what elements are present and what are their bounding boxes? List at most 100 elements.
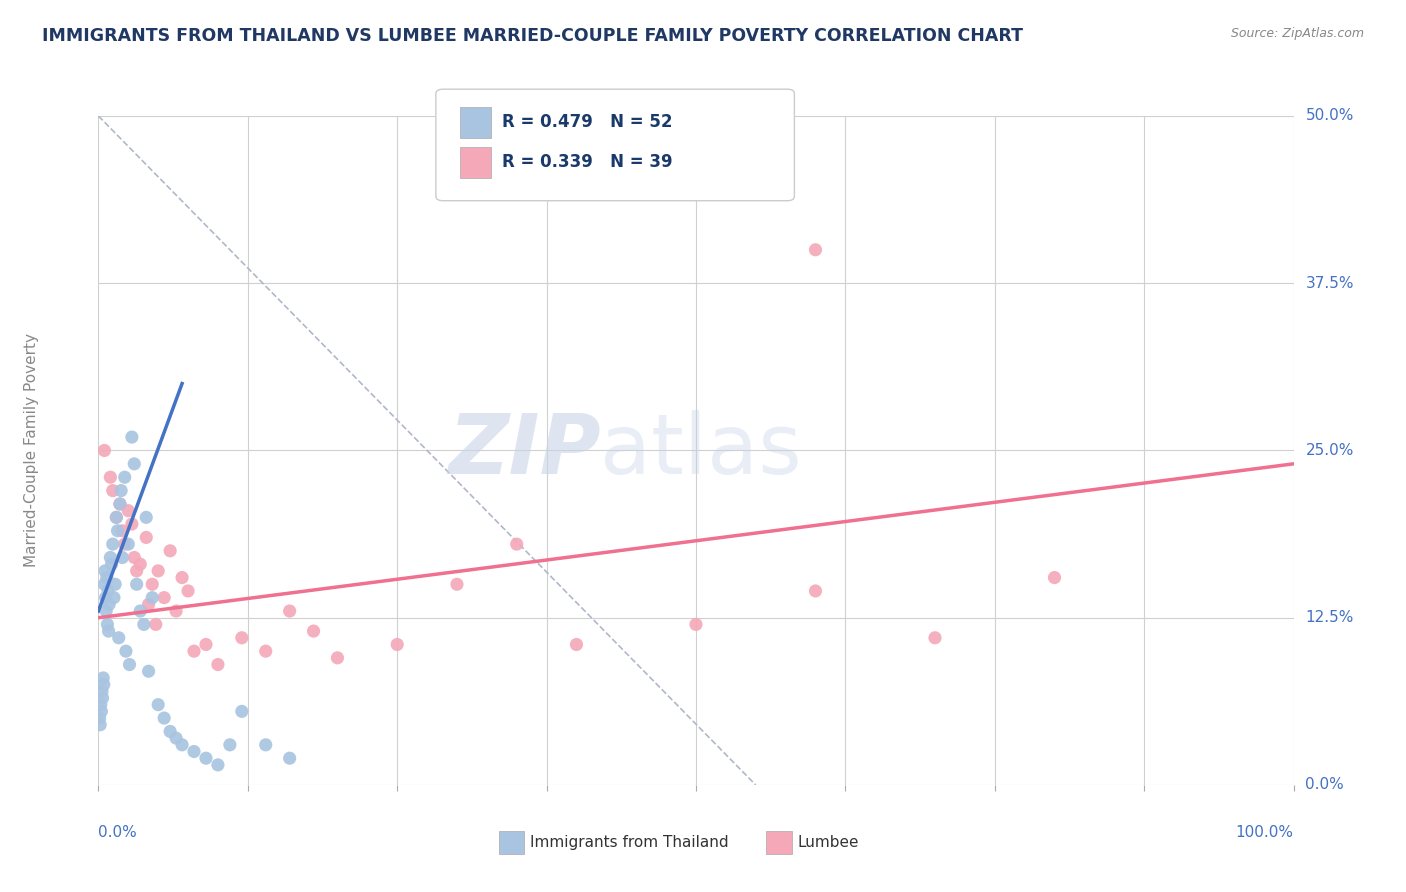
Point <box>159 543 181 558</box>
Point <box>172 571 194 585</box>
Point <box>135 510 157 524</box>
Point <box>94 564 117 578</box>
Point <box>385 637 409 651</box>
Point <box>107 524 129 538</box>
Point <box>98 470 122 484</box>
Point <box>177 583 200 598</box>
Point <box>117 537 139 551</box>
Point <box>90 705 112 719</box>
Point <box>924 631 946 645</box>
Point <box>165 604 187 618</box>
Text: R = 0.479   N = 52: R = 0.479 N = 52 <box>502 113 672 131</box>
Point <box>159 724 181 739</box>
Point <box>124 457 146 471</box>
Point <box>96 617 118 632</box>
Point <box>506 537 529 551</box>
Point <box>91 684 114 698</box>
Point <box>89 717 111 731</box>
Point <box>117 503 139 517</box>
Text: 100.0%: 100.0% <box>1236 825 1294 840</box>
Point <box>302 624 325 639</box>
Point <box>91 690 114 705</box>
Point <box>97 624 120 639</box>
Text: R = 0.339   N = 39: R = 0.339 N = 39 <box>502 153 672 171</box>
Point <box>135 530 157 544</box>
Text: 25.0%: 25.0% <box>1305 443 1354 458</box>
Point <box>804 243 827 257</box>
Point <box>107 631 129 645</box>
Point <box>129 604 152 618</box>
Point <box>93 577 115 591</box>
Point <box>165 731 187 746</box>
Point <box>101 483 124 498</box>
Point <box>207 657 229 672</box>
Point <box>446 577 468 591</box>
Point <box>124 550 146 565</box>
Point <box>121 516 143 531</box>
Point <box>97 583 120 598</box>
Point <box>108 497 131 511</box>
Point <box>129 557 152 572</box>
Point <box>141 591 163 605</box>
Point <box>254 644 277 658</box>
Text: Source: ZipAtlas.com: Source: ZipAtlas.com <box>1230 27 1364 40</box>
Point <box>94 591 117 605</box>
Text: ZIP: ZIP <box>447 410 600 491</box>
Point <box>1043 571 1066 585</box>
Point <box>172 738 194 752</box>
Point <box>685 617 707 632</box>
Point <box>91 671 114 685</box>
Text: IMMIGRANTS FROM THAILAND VS LUMBEE MARRIED-COUPLE FAMILY POVERTY CORRELATION CHA: IMMIGRANTS FROM THAILAND VS LUMBEE MARRI… <box>42 27 1024 45</box>
Point <box>104 577 127 591</box>
Point <box>125 577 148 591</box>
Point <box>326 651 349 665</box>
Point <box>148 564 170 578</box>
Point <box>105 510 128 524</box>
Text: 0.0%: 0.0% <box>98 825 138 840</box>
Point <box>148 698 170 712</box>
Point <box>96 604 118 618</box>
Point <box>183 644 205 658</box>
Text: Immigrants from Thailand: Immigrants from Thailand <box>530 835 728 849</box>
Point <box>231 631 253 645</box>
Text: 12.5%: 12.5% <box>1305 610 1354 625</box>
Point <box>194 637 217 651</box>
Point <box>89 711 111 725</box>
Text: 50.0%: 50.0% <box>1305 109 1354 123</box>
Text: 0.0%: 0.0% <box>1305 778 1344 792</box>
Point <box>90 698 112 712</box>
Point <box>111 550 134 565</box>
Point <box>132 617 155 632</box>
Point <box>153 711 176 725</box>
Point <box>138 598 160 612</box>
Point <box>125 564 148 578</box>
Point <box>121 430 143 444</box>
Point <box>98 550 122 565</box>
Point <box>183 744 205 758</box>
Point <box>138 664 160 679</box>
Point <box>153 591 176 605</box>
Point <box>278 604 301 618</box>
Point <box>111 524 134 538</box>
Point <box>145 617 167 632</box>
Point <box>103 591 125 605</box>
Point <box>804 583 827 598</box>
Point <box>231 705 253 719</box>
Point <box>105 510 128 524</box>
Text: 37.5%: 37.5% <box>1305 276 1354 291</box>
Point <box>254 738 277 752</box>
Point <box>114 470 136 484</box>
Point <box>96 571 118 585</box>
Point <box>100 557 122 572</box>
Point <box>110 483 132 498</box>
Point <box>278 751 301 765</box>
Point <box>114 537 136 551</box>
Text: Lumbee: Lumbee <box>797 835 859 849</box>
Text: atlas: atlas <box>600 410 801 491</box>
Point <box>141 577 163 591</box>
Point <box>207 758 229 772</box>
Text: Married-Couple Family Poverty: Married-Couple Family Poverty <box>24 334 39 567</box>
Point <box>565 637 588 651</box>
Point <box>93 443 115 458</box>
Point <box>108 497 131 511</box>
